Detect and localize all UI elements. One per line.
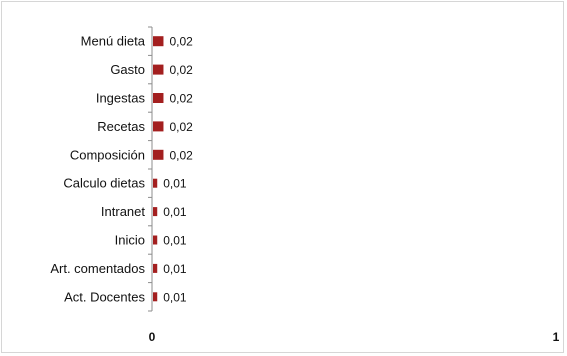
data-label: 0,02 <box>169 35 193 49</box>
category-label: Ingestas <box>96 91 146 106</box>
data-label: 0,01 <box>163 234 187 248</box>
bar <box>153 149 164 160</box>
category-label: Menú dieta <box>81 34 146 49</box>
data-label: 0,01 <box>163 177 187 191</box>
data-label: 0,02 <box>169 148 193 162</box>
bar <box>153 64 164 75</box>
category-label: Intranet <box>101 204 145 219</box>
data-label: 0,01 <box>163 290 187 304</box>
category-label: Inicio <box>115 233 145 248</box>
data-label: 0,01 <box>163 205 187 219</box>
category-label: Act. Docentes <box>64 289 145 304</box>
category-label: Recetas <box>97 119 145 134</box>
category-label: Art. comentados <box>50 261 145 276</box>
data-label: 0,02 <box>169 63 193 77</box>
data-label: 0,02 <box>169 120 193 134</box>
x-tick-label: 1 <box>553 330 560 344</box>
category-label: Gasto <box>110 62 145 77</box>
bar <box>153 121 164 132</box>
bar <box>153 263 158 273</box>
bar <box>153 235 158 245</box>
x-tick-label: 0 <box>149 330 156 344</box>
bar <box>153 178 158 188</box>
bar <box>153 292 158 302</box>
category-label: Calculo dietas <box>63 176 145 191</box>
category-label: Composición <box>70 147 145 162</box>
bar <box>153 207 158 217</box>
data-label: 0,01 <box>163 262 187 276</box>
bar <box>153 36 164 47</box>
bar <box>153 93 164 103</box>
data-label: 0,02 <box>169 92 193 106</box>
